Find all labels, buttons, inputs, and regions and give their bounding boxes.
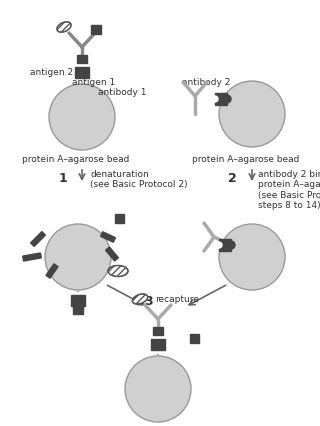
Circle shape [125,356,191,422]
Circle shape [219,82,285,148]
Ellipse shape [57,23,71,33]
Text: 2: 2 [228,172,237,184]
Text: antigen 1: antigen 1 [72,78,115,87]
Bar [219,239,231,251]
Bar [73,306,83,314]
Text: denaturation
(see Basic Protocol 2): denaturation (see Basic Protocol 2) [90,170,188,189]
Bar [100,232,116,243]
Bar [46,264,58,279]
Circle shape [216,242,222,248]
Text: protein A–agarose bead: protein A–agarose bead [192,155,300,164]
Text: recapture: recapture [155,294,199,303]
Circle shape [223,96,231,104]
Ellipse shape [108,266,128,277]
Circle shape [45,225,111,290]
Bar [71,295,85,306]
Bar [31,232,45,247]
Text: antibody 1: antibody 1 [98,88,147,97]
Bar [23,253,41,262]
Bar [75,68,89,79]
Bar [106,248,118,262]
Text: 1: 1 [58,172,67,184]
Text: antibody 2 binding to
protein A–agarose bead
(see Basic Protocol 1,
steps 8 to 1: antibody 2 binding to protein A–agarose … [258,170,320,210]
Ellipse shape [132,294,148,304]
Bar [190,334,199,343]
Text: protein A–agarose bead: protein A–agarose bead [22,155,129,164]
Bar [151,339,165,350]
Bar [77,56,87,64]
Circle shape [49,85,115,151]
Text: antigen 2: antigen 2 [30,68,73,77]
Circle shape [227,242,235,249]
Text: antibody 2: antibody 2 [182,78,230,87]
Bar [153,327,163,335]
Bar [115,215,124,224]
Bar [215,94,227,106]
Bar [91,26,101,35]
Circle shape [219,225,285,290]
Text: 3: 3 [144,294,152,307]
Circle shape [212,97,218,103]
